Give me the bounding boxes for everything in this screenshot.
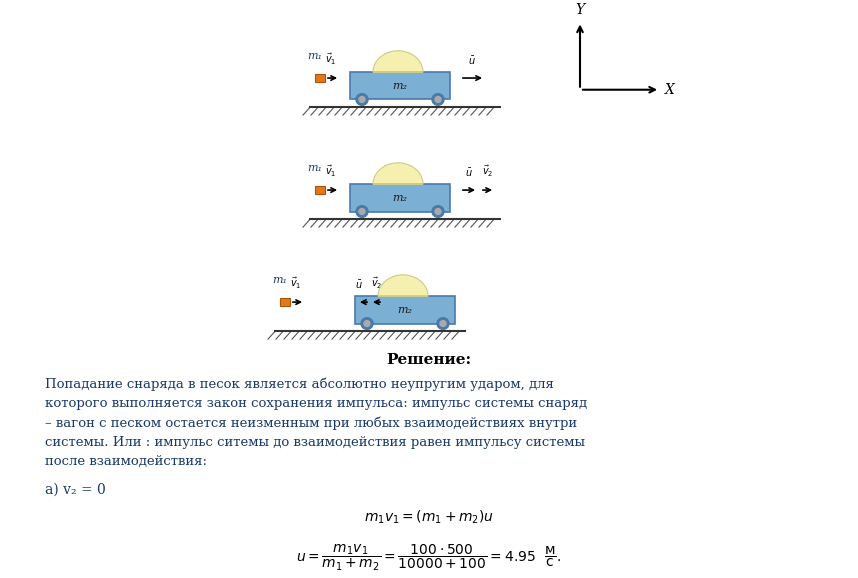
Text: которого выполняется закон сохранения импульса: импульс системы снаряд: которого выполняется закон сохранения им… [45,397,587,410]
Text: $\bar{u}$: $\bar{u}$ [465,167,473,179]
Circle shape [437,318,449,329]
Polygon shape [373,163,423,184]
Text: системы. Или : импульс ситемы до взаимодействия равен импульсу системы: системы. Или : импульс ситемы до взаимод… [45,436,585,449]
Circle shape [364,321,370,327]
Circle shape [361,318,373,329]
Polygon shape [373,51,423,72]
Text: а) v₂ = 0: а) v₂ = 0 [45,483,106,497]
Text: $\vec{v}_1$: $\vec{v}_1$ [325,52,336,67]
Text: m₁: m₁ [307,51,323,61]
Bar [315,74,325,82]
Text: – вагон с песком остается неизменным при любых взаимодействиях внутри: – вагон с песком остается неизменным при… [45,416,577,429]
Circle shape [356,206,368,217]
Text: m₂: m₂ [392,81,408,91]
Text: $\vec{v}_2$: $\vec{v}_2$ [372,276,383,291]
Text: $\bar{u}$: $\bar{u}$ [468,55,476,67]
Polygon shape [378,275,428,297]
Text: $\vec{v}_2$: $\vec{v}_2$ [482,164,493,179]
Text: $\vec{v}_1$: $\vec{v}_1$ [325,164,336,179]
Text: Y: Y [576,3,584,17]
Text: Решение:: Решение: [386,353,472,367]
Text: m₂: m₂ [392,193,408,203]
Circle shape [432,94,444,105]
Circle shape [435,209,441,214]
Circle shape [359,97,365,102]
Circle shape [359,209,365,214]
Bar [315,186,325,194]
Circle shape [356,94,368,105]
Text: $\vec{v}_1$: $\vec{v}_1$ [290,276,302,291]
Text: $u = \dfrac{m_1 v_1}{m_1+m_2} = \dfrac{100\cdot500}{10000+100} = 4.95 \ \ \dfrac: $u = \dfrac{m_1 v_1}{m_1+m_2} = \dfrac{1… [296,543,562,573]
Text: Попадание снаряда в песок является абсолютно неупругим ударом, для: Попадание снаряда в песок является абсол… [45,377,554,391]
Circle shape [432,206,444,217]
Circle shape [440,321,446,327]
Text: m₁: m₁ [307,162,323,173]
Circle shape [435,97,441,102]
Bar [350,72,450,99]
Bar [355,297,455,324]
Text: $m_1v_1 = (m_1+m_2)u$: $m_1v_1 = (m_1+m_2)u$ [364,509,494,526]
Text: $\bar{u}$: $\bar{u}$ [355,279,363,291]
Bar [350,184,450,212]
Text: m₁: m₁ [273,275,287,285]
Text: после взаимодействия:: после взаимодействия: [45,455,207,468]
Text: m₂: m₂ [397,305,413,315]
Bar [280,298,290,306]
Text: X: X [665,83,675,97]
